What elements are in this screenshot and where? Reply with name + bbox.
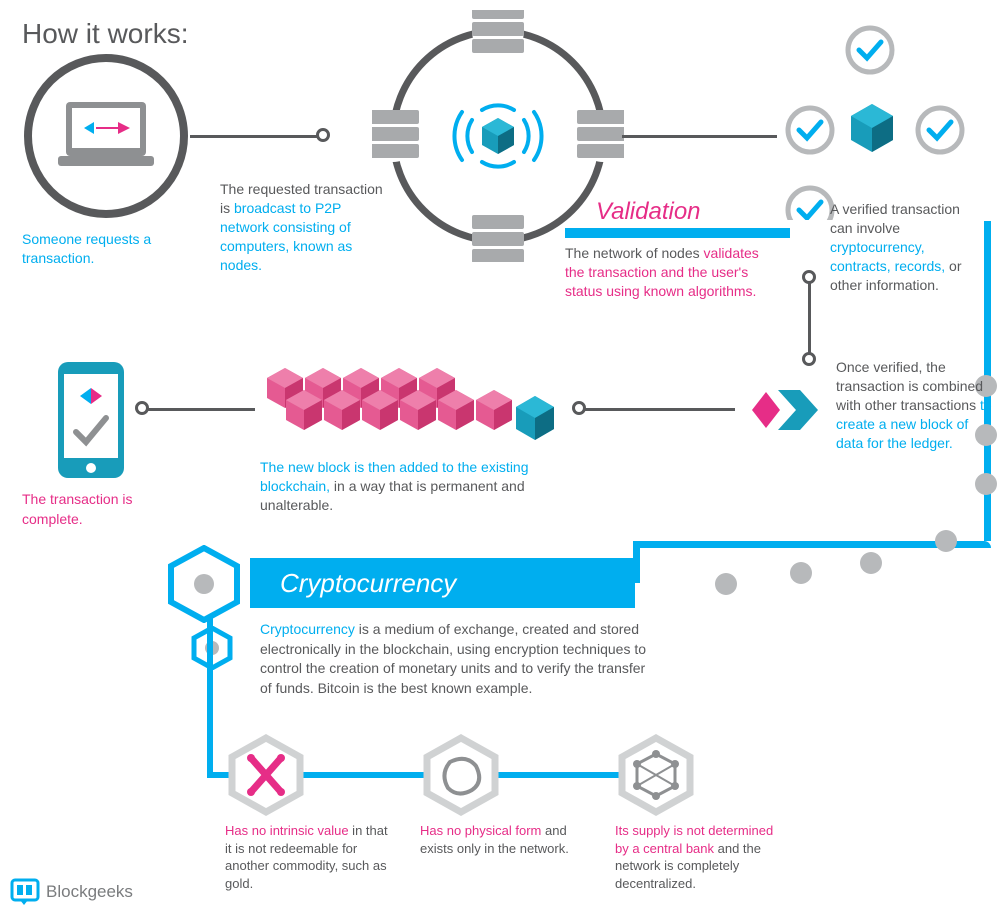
path-dot: [860, 552, 882, 574]
check-icon: [848, 28, 892, 72]
step2-caption: The requested transaction is broadcast t…: [220, 180, 390, 274]
phone-graphic: [52, 360, 130, 480]
feature-caption: Has no physical form and exists only in …: [420, 822, 590, 857]
path-dot: [715, 573, 737, 595]
network-ring: [372, 10, 624, 262]
validation-underline: [565, 228, 790, 238]
check-icon: [788, 188, 832, 220]
feature-hex-icon: [615, 734, 697, 816]
path-dot: [790, 562, 812, 584]
title: How it works:: [22, 18, 188, 50]
feature-caption: Its supply is not determined by a centra…: [615, 822, 785, 892]
crypto-hex-icon: [165, 545, 243, 623]
footer-logo: Blockgeeks: [10, 878, 133, 906]
check-icon: [788, 108, 832, 152]
feature-hex-icon: [225, 734, 307, 816]
blockchain-caption: The new block is then added to the exist…: [260, 458, 540, 515]
path-dot: [975, 473, 997, 495]
validation-title: Validation: [596, 198, 701, 226]
crypto-desc: Cryptocurrency is a medium of exchange, …: [260, 620, 660, 698]
step1-caption: Someone requests a transaction.: [22, 230, 192, 268]
logo-icon: [10, 878, 40, 906]
combine-caption: Once verified, the transaction is combin…: [836, 358, 996, 452]
validation-caption: The network of nodes validates the trans…: [565, 244, 770, 301]
check-icon: [918, 108, 962, 152]
path-dot: [935, 530, 957, 552]
verified-caption: A verified transaction can involve crypt…: [830, 200, 985, 294]
feature-hex-icon: [420, 734, 502, 816]
verified-cluster: [780, 20, 990, 190]
phone-caption: The transaction is complete.: [22, 490, 172, 529]
crypto-banner: Cryptocurrency: [250, 558, 635, 608]
blockchain-graphic: [255, 360, 565, 455]
combine-icon: [740, 380, 820, 440]
feature-caption: Has no intrinsic value in that it is not…: [225, 822, 395, 892]
laptop-graphic: [22, 52, 190, 220]
